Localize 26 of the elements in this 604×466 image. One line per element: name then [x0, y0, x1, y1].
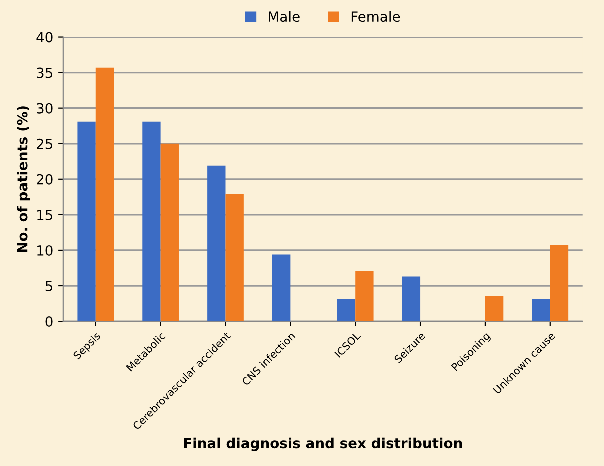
legend-label: Male	[269, 11, 300, 22]
y-axis-title: No. of patients (%)	[17, 106, 30, 252]
x-axis-title: Final diagnosis and sex distribution	[184, 438, 462, 452]
bar	[485, 296, 504, 322]
legend-label: Female	[352, 11, 400, 22]
bar	[550, 246, 569, 322]
y-tick-label: 0	[46, 316, 53, 328]
bar	[142, 122, 161, 322]
bar	[160, 144, 179, 322]
y-tick-label: 10	[38, 245, 53, 256]
bar	[96, 68, 114, 322]
bar	[532, 300, 550, 322]
y-tick-label: 25	[37, 138, 52, 150]
bar	[208, 166, 226, 322]
y-tick-label: 30	[37, 103, 53, 114]
y-tick-label: 15	[38, 210, 52, 220]
bar	[78, 122, 96, 322]
y-tick-label: 40	[36, 32, 53, 43]
bar	[226, 194, 244, 322]
bar	[337, 300, 356, 322]
y-tick-label: 35	[37, 68, 52, 78]
bar	[272, 254, 291, 322]
bar	[402, 276, 421, 322]
bar	[356, 271, 374, 322]
y-tick-label: 20	[37, 174, 53, 185]
y-tick-label: 5	[46, 281, 52, 292]
